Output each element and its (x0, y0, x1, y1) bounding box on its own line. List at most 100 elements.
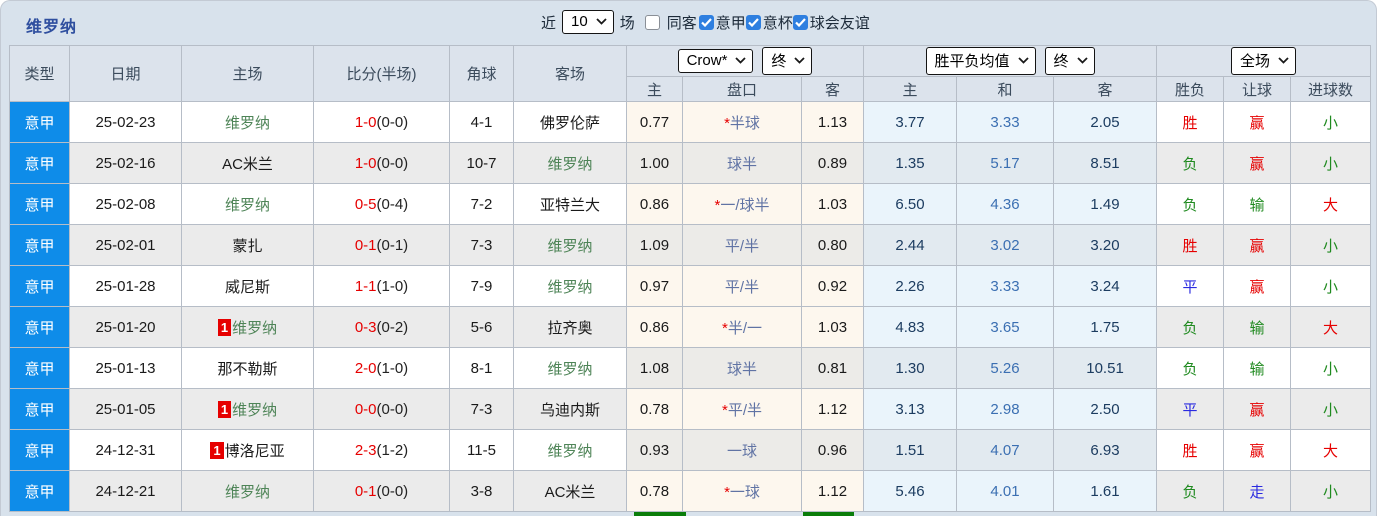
handicap-result-cell: 赢 (1223, 101, 1292, 143)
date-cell: 25-01-13 (69, 347, 182, 389)
filter-option[interactable]: 球会友谊 (792, 12, 870, 33)
avg-win-cell: 3.13 (863, 388, 958, 430)
handicap-result-cell: 走 (1223, 470, 1292, 512)
odds-time-value: 终 (771, 53, 787, 70)
chevron-down-icon (1076, 57, 1088, 64)
recent-count-select[interactable]: 10 (562, 10, 614, 34)
date-cell: 25-02-23 (69, 101, 182, 143)
col-header-date: 日期 (69, 45, 182, 102)
wdl-result-cell: 胜 (1156, 429, 1225, 471)
avg-lose-cell: 1.75 (1053, 306, 1158, 348)
handicap-cell: 一球 (682, 429, 802, 471)
odds-group-header: Crow* 终 (625, 45, 865, 77)
odds-time-select[interactable]: 终 (762, 47, 813, 75)
odds-away-cell: 1.03 (800, 183, 865, 225)
league-cell: 意甲 (9, 347, 70, 389)
handicap-cell: *半球 (682, 101, 802, 143)
chevron-down-icon (1017, 57, 1029, 64)
goals-result-cell: 小 (1290, 224, 1372, 266)
avg-lose-cell: 2.05 (1053, 101, 1158, 143)
avg-time-value: 终 (1053, 53, 1069, 70)
team-name: 博洛尼亚 (224, 442, 285, 460)
rank-badge: 1 (210, 441, 224, 459)
score-cell: 0-5(0-4) (313, 183, 450, 225)
checkbox-unchecked-icon[interactable] (644, 14, 660, 30)
avg-lose-cell: 6.93 (1053, 429, 1158, 471)
date-cell: 25-02-16 (69, 142, 182, 184)
match-row: 意甲 25-01-13 那不勒斯 2-0(1-0) 8-1 维罗纳 1.08 球半 0.81 1.… (9, 347, 1372, 389)
filter-option[interactable]: 同客 (644, 12, 697, 33)
home-team-cell: AC米兰 (181, 142, 314, 184)
filter-option[interactable]: 意杯 (745, 12, 793, 33)
odds-away-cell: 0.80 (800, 224, 865, 266)
avg-lose-cell: 1.61 (1053, 470, 1158, 512)
checkbox-checked-icon[interactable] (792, 14, 808, 30)
home-team-cell: 威尼斯 (181, 265, 314, 307)
wdl-result-cell: 负 (1156, 470, 1225, 512)
halftime-score: (0-4) (376, 195, 409, 213)
score-cell: 0-0(0-0) (313, 388, 450, 430)
subheader-avg-lose: 客 (1053, 76, 1158, 102)
match-row: 意甲 25-02-01 蒙扎 0-1(0-1) 7-3 维罗纳 1.09 平/半 0.80 2.4… (9, 224, 1372, 266)
league-cell: 意甲 (9, 183, 70, 225)
corners-cell: 7-2 (449, 183, 514, 225)
col-header-away: 客场 (513, 45, 627, 102)
wdl-result-cell: 平 (1156, 265, 1225, 307)
odds-home-cell: 1.09 (626, 224, 683, 266)
team-name: 佛罗伦萨 (539, 114, 600, 132)
result-scope-select[interactable]: 全场 (1231, 47, 1297, 75)
handicap-cell: 平/半 (682, 265, 802, 307)
handicap-cell: *半/一 (682, 306, 802, 348)
match-row: 意甲 25-02-16 AC米兰 1-0(0-0) 10-7 维罗纳 1.00 球半 0.89 1… (9, 142, 1372, 184)
goals-result-cell: 小 (1290, 101, 1372, 143)
away-team-cell: 维罗纳 (513, 265, 627, 307)
handicap-star: * (721, 401, 728, 419)
avg-win-cell: 2.44 (863, 224, 958, 266)
odds-home-cell: 0.86 (626, 306, 683, 348)
check-icon (794, 17, 806, 27)
recent-label: 近 (541, 14, 557, 32)
avg-draw-cell: 3.65 (956, 306, 1055, 348)
cutoff-green-cell (803, 512, 854, 516)
score-cell: 0-1(0-0) (313, 470, 450, 512)
corners-cell: 7-3 (449, 224, 514, 266)
avg-draw-cell: 3.33 (956, 265, 1055, 307)
match-history-table: 类型 日期 主场 比分(半场) 角球 客场 Crow* 终 (9, 45, 1372, 512)
filter-option[interactable]: 意甲 (698, 12, 746, 33)
avg-win-cell: 5.46 (863, 470, 958, 512)
checkbox-checked-icon[interactable] (698, 14, 714, 30)
rank-badge: 1 (217, 318, 232, 336)
odds-away-cell: 1.12 (800, 388, 865, 430)
away-team-cell: AC米兰 (513, 470, 627, 512)
avg-time-select[interactable]: 终 (1044, 47, 1095, 75)
match-row: 意甲 25-01-20 1 维罗纳 0-3(0-2) 5-6 拉齐奥 0.86 *半/一 1.03… (9, 306, 1372, 348)
team-name: 维罗纳 (547, 360, 593, 378)
result-group-header: 全场 (1156, 45, 1372, 77)
corners-cell: 3-8 (449, 470, 514, 512)
league-cell: 意甲 (9, 142, 70, 184)
team-name: 威尼斯 (224, 278, 270, 296)
avg-type-select[interactable]: 胜平负均值 (925, 47, 1036, 75)
cutoff-green-cell (634, 512, 686, 516)
home-team-cell: 1 维罗纳 (181, 388, 314, 430)
handicap-result-cell: 赢 (1223, 142, 1292, 184)
avg-win-cell: 2.26 (863, 265, 958, 307)
avg-win-cell: 4.83 (863, 306, 958, 348)
team-name: 亚特兰大 (539, 196, 600, 214)
handicap-star: * (721, 319, 728, 337)
subheader-wdl: 胜负 (1156, 76, 1225, 102)
handicap-cell: 球半 (682, 142, 802, 184)
odds-company-select[interactable]: Crow* (677, 49, 754, 73)
odds-home-cell: 0.86 (626, 183, 683, 225)
home-team-cell: 维罗纳 (181, 101, 314, 143)
home-team-cell: 维罗纳 (181, 470, 314, 512)
avg-lose-cell: 3.24 (1053, 265, 1158, 307)
wdl-result-cell: 胜 (1156, 224, 1225, 266)
avg-win-cell: 6.50 (863, 183, 958, 225)
odds-home-cell: 0.97 (626, 265, 683, 307)
avg-draw-cell: 4.07 (956, 429, 1055, 471)
checkbox-checked-icon[interactable] (745, 14, 761, 30)
league-cell: 意甲 (9, 306, 70, 348)
matches-label: 场 (619, 14, 635, 32)
